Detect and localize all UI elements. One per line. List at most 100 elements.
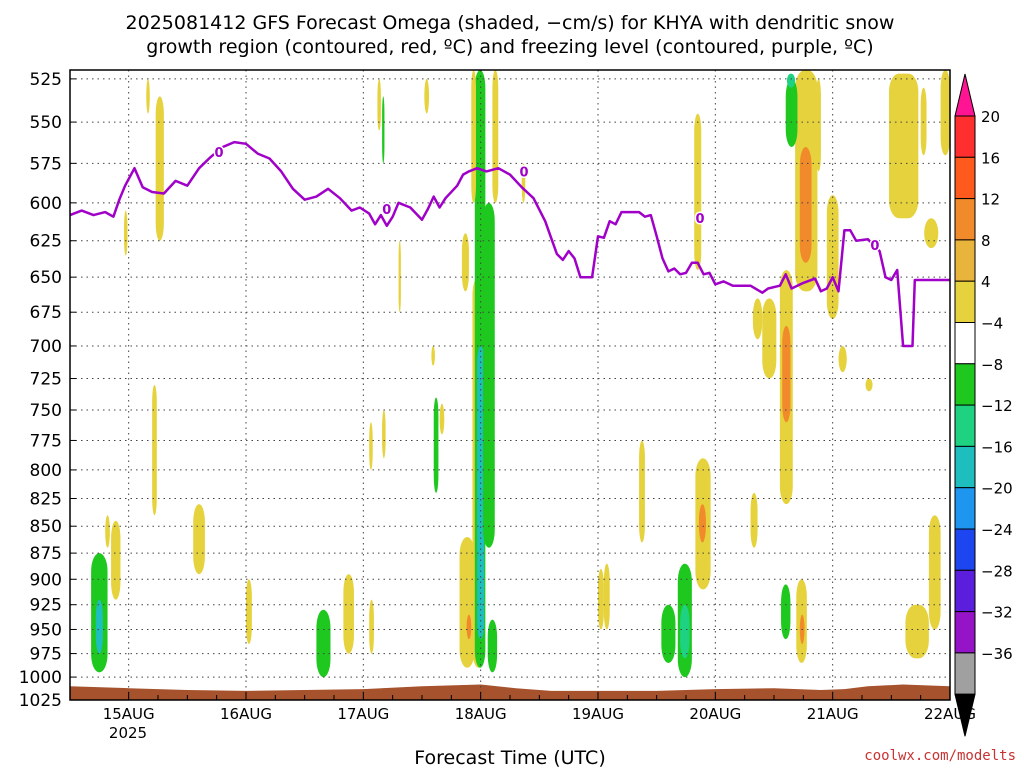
colorbar-swatch <box>954 363 976 406</box>
y-tick-label: 625 <box>30 232 62 252</box>
colorbar-swatch <box>954 115 976 158</box>
omega-region <box>111 520 121 600</box>
omega-region <box>424 78 430 114</box>
x-tick-label: 20AUG <box>689 705 741 723</box>
freezing-level-line <box>69 140 950 348</box>
omega-region <box>146 78 150 114</box>
colorbar-label: 20 <box>981 108 1000 126</box>
omega-region <box>439 403 445 435</box>
colorbar-swatch <box>954 156 976 200</box>
freezing-level-contour: 0 0 0 0 0 <box>69 140 950 348</box>
colorbar-label: 4 <box>981 273 991 291</box>
colorbar-label: −12 <box>981 397 1013 415</box>
omega-region <box>680 604 690 659</box>
freezing-level-label: 0 <box>214 146 223 161</box>
freezing-level-label: 0 <box>696 212 705 227</box>
colorbar-label: 8 <box>981 232 991 250</box>
x-tick-label: 16AUG <box>220 705 272 723</box>
colorbar-label: 16 <box>981 149 1000 167</box>
y-tick-label: 750 <box>30 401 62 421</box>
y-tick-label: 700 <box>30 337 62 357</box>
y-axis: 525 550 575 600 625 650 675 700 725 750 775 800 825 8… <box>19 70 76 711</box>
omega-region <box>477 345 485 640</box>
omega-region <box>661 604 676 664</box>
y-tick-label: 775 <box>30 431 62 451</box>
x-tick-label: 21AUG <box>807 705 859 723</box>
colorbar-swatch <box>954 611 976 654</box>
omega-region <box>369 599 374 654</box>
omega-region <box>816 78 821 172</box>
y-tick-label: 875 <box>30 544 62 564</box>
colorbar-swatch <box>954 239 976 282</box>
plot-frame <box>69 69 951 701</box>
x-axis: 15AUG 16AUG 17AUG 18AUG 19AUG 20AUG 21AUG 22AUG <box>103 692 976 723</box>
colorbar-swatch <box>954 652 976 695</box>
colorbar-label: −36 <box>981 645 1013 663</box>
omega-region <box>152 384 157 516</box>
omega-region <box>639 440 645 543</box>
omega-region <box>940 70 950 156</box>
colorbar-swatch <box>954 322 976 365</box>
omega-region <box>123 210 128 256</box>
y-tick-label: 675 <box>30 303 62 323</box>
omega-region <box>398 240 401 313</box>
colorbar-swatch <box>954 528 976 571</box>
omega-region <box>105 515 110 548</box>
omega-region <box>698 504 706 543</box>
omega-region <box>928 515 941 630</box>
omega-region <box>865 378 873 392</box>
freezing-level-label: 0 <box>382 203 391 218</box>
y-tick-label: 575 <box>30 154 62 174</box>
y-tick-label: 650 <box>30 268 62 288</box>
omega-region <box>888 73 919 219</box>
colorbar-swatch <box>954 569 976 613</box>
y-tick-label: 975 <box>30 645 62 665</box>
freezing-level-label: 0 <box>520 165 529 180</box>
grid-lines <box>70 70 950 700</box>
omega-region <box>838 345 847 373</box>
omega-region <box>750 492 758 548</box>
chart-title-line2: growth region (contoured, red, ºC) and f… <box>146 36 873 58</box>
omega-region <box>785 78 798 148</box>
omega-region <box>471 70 476 203</box>
x-tick-label: 15AUG <box>103 705 155 723</box>
omega-region <box>343 574 354 654</box>
ground-area <box>70 684 950 700</box>
colorbar-label: −24 <box>981 521 1013 539</box>
omega-region <box>369 422 373 470</box>
omega-region <box>155 96 164 241</box>
colorbar-swatch <box>954 198 976 241</box>
colorbar-swatch <box>954 487 976 530</box>
omega-region <box>193 504 205 575</box>
y-tick-label: 550 <box>30 113 62 133</box>
omega-region <box>781 584 791 640</box>
omega-region <box>694 113 702 270</box>
colorbar-label: −28 <box>981 562 1013 580</box>
colorbar-label: 12 <box>981 191 1000 209</box>
omega-region <box>382 410 386 459</box>
colorbar-label: −20 <box>981 480 1013 498</box>
y-tick-label: 600 <box>30 194 62 214</box>
colorbar-label: −4 <box>981 315 1003 333</box>
omega-region <box>382 96 385 164</box>
omega-region <box>246 579 252 645</box>
x-axis-title: Forecast Time (UTC) <box>414 747 605 768</box>
colorbar-top-arrow <box>954 73 976 117</box>
omega-region <box>377 78 381 131</box>
omega-region <box>461 233 469 292</box>
omega-region <box>433 397 439 493</box>
colorbar-label: −16 <box>981 438 1013 456</box>
omega-region <box>431 345 435 366</box>
x-tick-label: 18AUG <box>455 705 507 723</box>
y-tick-label: 1025 <box>19 691 62 711</box>
omega-region <box>786 73 796 88</box>
y-tick-label: 950 <box>30 620 62 640</box>
colorbar-bottom-arrow <box>954 693 976 737</box>
y-tick-label: 800 <box>30 461 62 481</box>
omega-region <box>603 563 610 630</box>
y-tick-label: 725 <box>30 370 62 390</box>
y-tick-label: 825 <box>30 489 62 509</box>
x-tick-label: 19AUG <box>572 705 624 723</box>
omega-region <box>598 568 604 630</box>
colorbar-swatch <box>954 280 976 324</box>
